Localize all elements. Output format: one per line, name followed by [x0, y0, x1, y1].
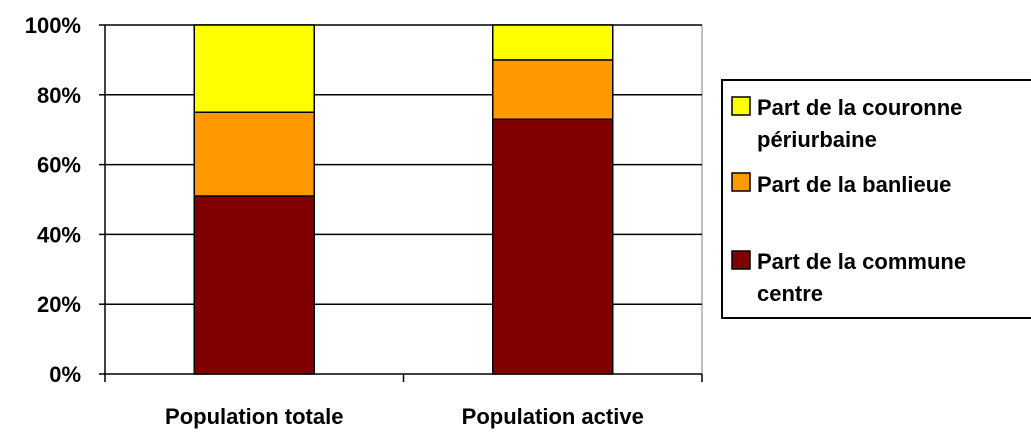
- legend-swatch: [731, 172, 751, 192]
- bar-segment: [193, 24, 315, 113]
- bar-segment: [193, 111, 315, 197]
- legend-swatch: [731, 250, 751, 270]
- legend-box: [721, 79, 1031, 319]
- y-tick-label: 20%: [37, 292, 81, 317]
- x-category-label: Population active: [462, 404, 644, 429]
- legend-swatch: [731, 96, 751, 116]
- legend-label: Part de la banlieue: [757, 172, 951, 197]
- bar-segment: [492, 118, 614, 375]
- axes: 0% 20% 40% 60% 80% 100% Population totale Popul…: [25, 13, 703, 429]
- legend-label: centre: [757, 281, 823, 306]
- y-tick-label: 80%: [37, 83, 81, 108]
- legend-label: Part de la couronne: [757, 95, 962, 120]
- y-tick-label: 100%: [25, 13, 81, 38]
- x-category-label: Population totale: [165, 404, 343, 429]
- legend-label: périurbaine: [757, 127, 877, 152]
- bars: [193, 24, 614, 375]
- bar-segment: [193, 195, 315, 375]
- bar-segment: [492, 59, 614, 120]
- y-tick-label: 0%: [49, 362, 81, 387]
- bar-segment: [492, 24, 614, 61]
- y-tick-label: 60%: [37, 153, 81, 178]
- legend: Part de la couronne périurbaine Part de la…: [721, 79, 1031, 319]
- y-tick-label: 40%: [37, 222, 81, 247]
- legend-label: Part de la commune: [757, 249, 966, 274]
